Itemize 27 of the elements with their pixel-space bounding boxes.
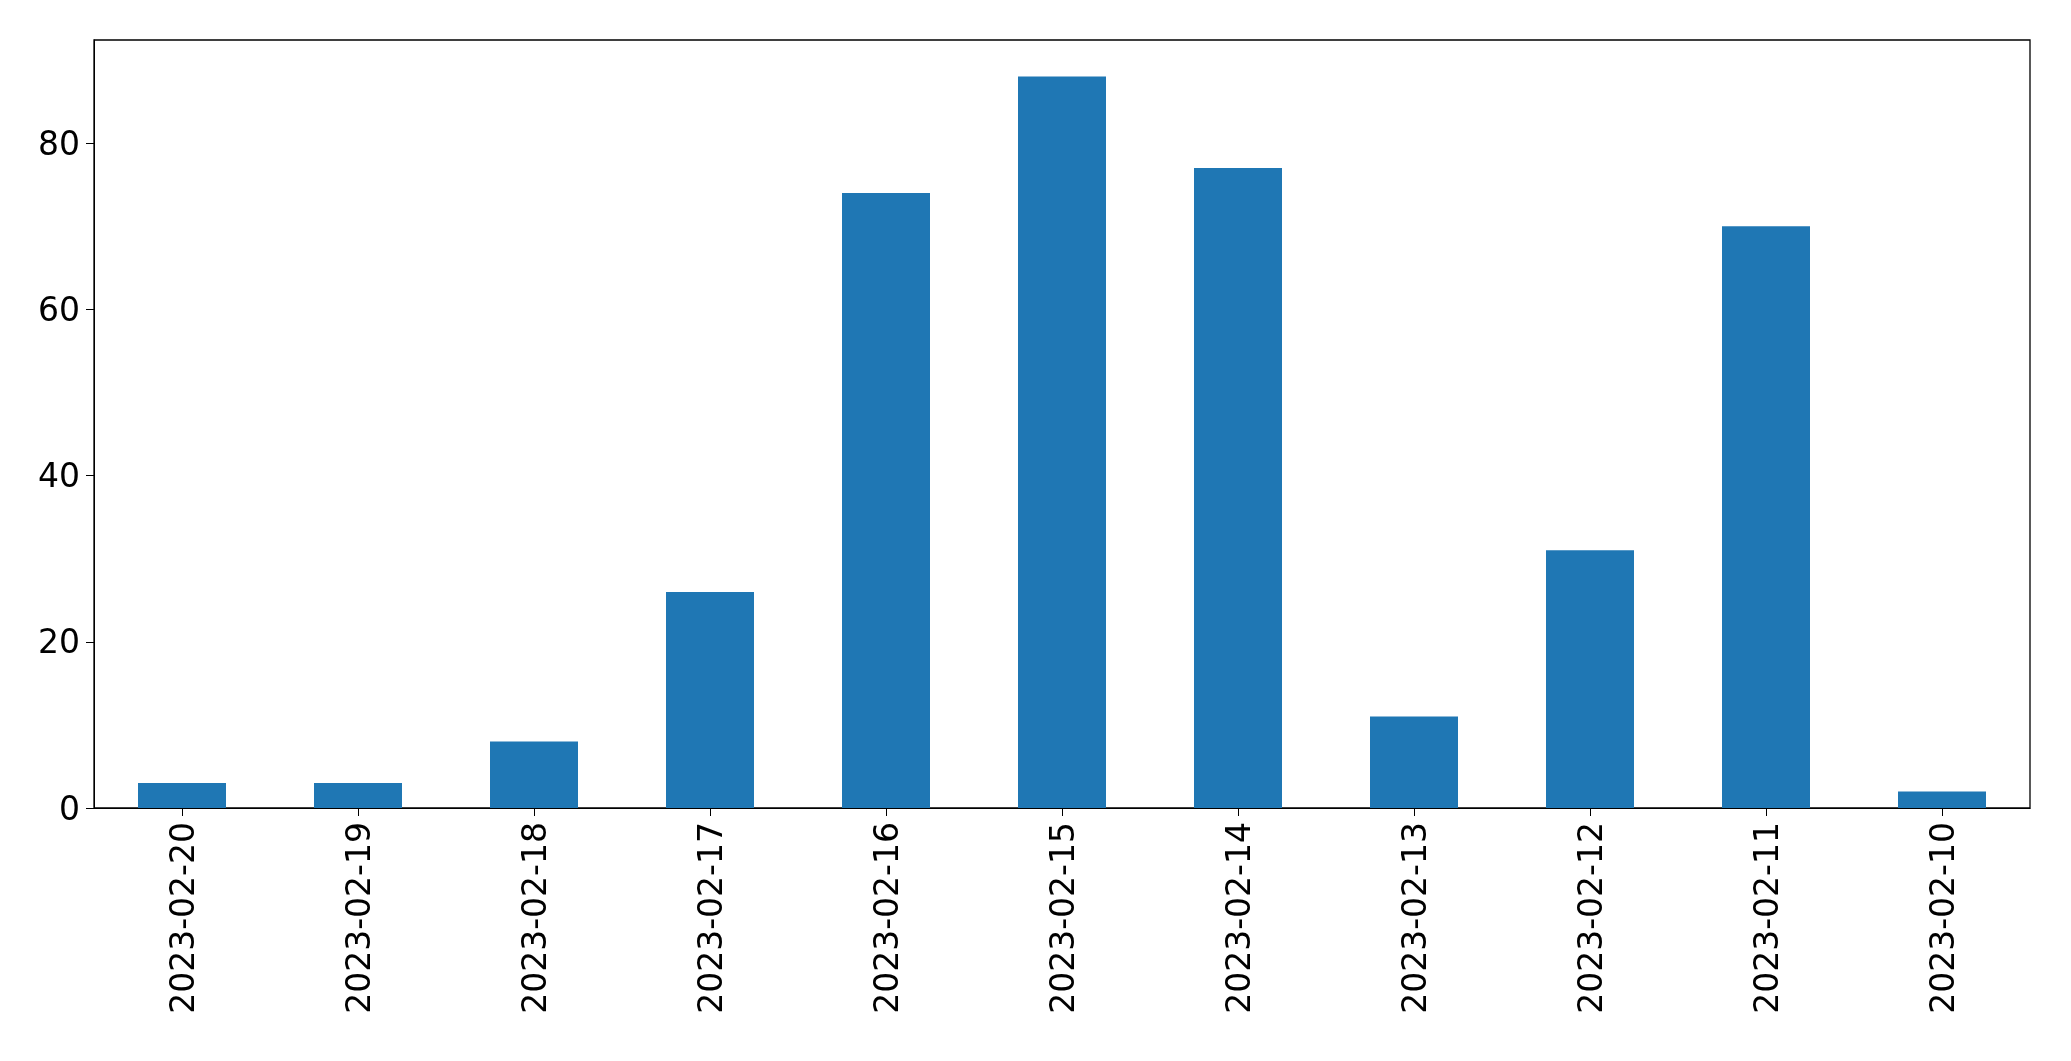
bar bbox=[1194, 168, 1282, 808]
x-tick-label: 2023-02-13 bbox=[1394, 822, 1434, 1014]
x-tick-label: 2023-02-11 bbox=[1746, 822, 1786, 1014]
bar bbox=[842, 192, 930, 808]
y-tick-label: 80 bbox=[38, 123, 80, 163]
bar bbox=[1898, 791, 1986, 808]
bar bbox=[666, 591, 754, 808]
bar bbox=[1722, 226, 1810, 808]
bar bbox=[1370, 716, 1458, 808]
x-tick-label: 2023-02-12 bbox=[1570, 822, 1610, 1014]
x-tick-label: 2023-02-14 bbox=[1218, 822, 1258, 1014]
bar bbox=[1018, 76, 1106, 808]
x-tick-label: 2023-02-15 bbox=[1042, 822, 1082, 1014]
bar bbox=[1546, 550, 1634, 808]
x-tick-label: 2023-02-17 bbox=[690, 822, 730, 1014]
x-tick-label: 2023-02-10 bbox=[1922, 822, 1962, 1014]
x-tick-label: 2023-02-19 bbox=[338, 822, 378, 1014]
y-tick-label: 40 bbox=[38, 456, 80, 496]
bar bbox=[314, 783, 402, 808]
x-tick-label: 2023-02-20 bbox=[162, 822, 202, 1014]
x-tick-label: 2023-02-18 bbox=[514, 822, 554, 1014]
y-tick-label: 20 bbox=[38, 622, 80, 662]
bar bbox=[138, 783, 226, 808]
bar bbox=[490, 741, 578, 808]
y-tick-label: 0 bbox=[59, 788, 80, 828]
y-tick-label: 60 bbox=[38, 289, 80, 329]
x-tick-label: 2023-02-16 bbox=[866, 822, 906, 1014]
